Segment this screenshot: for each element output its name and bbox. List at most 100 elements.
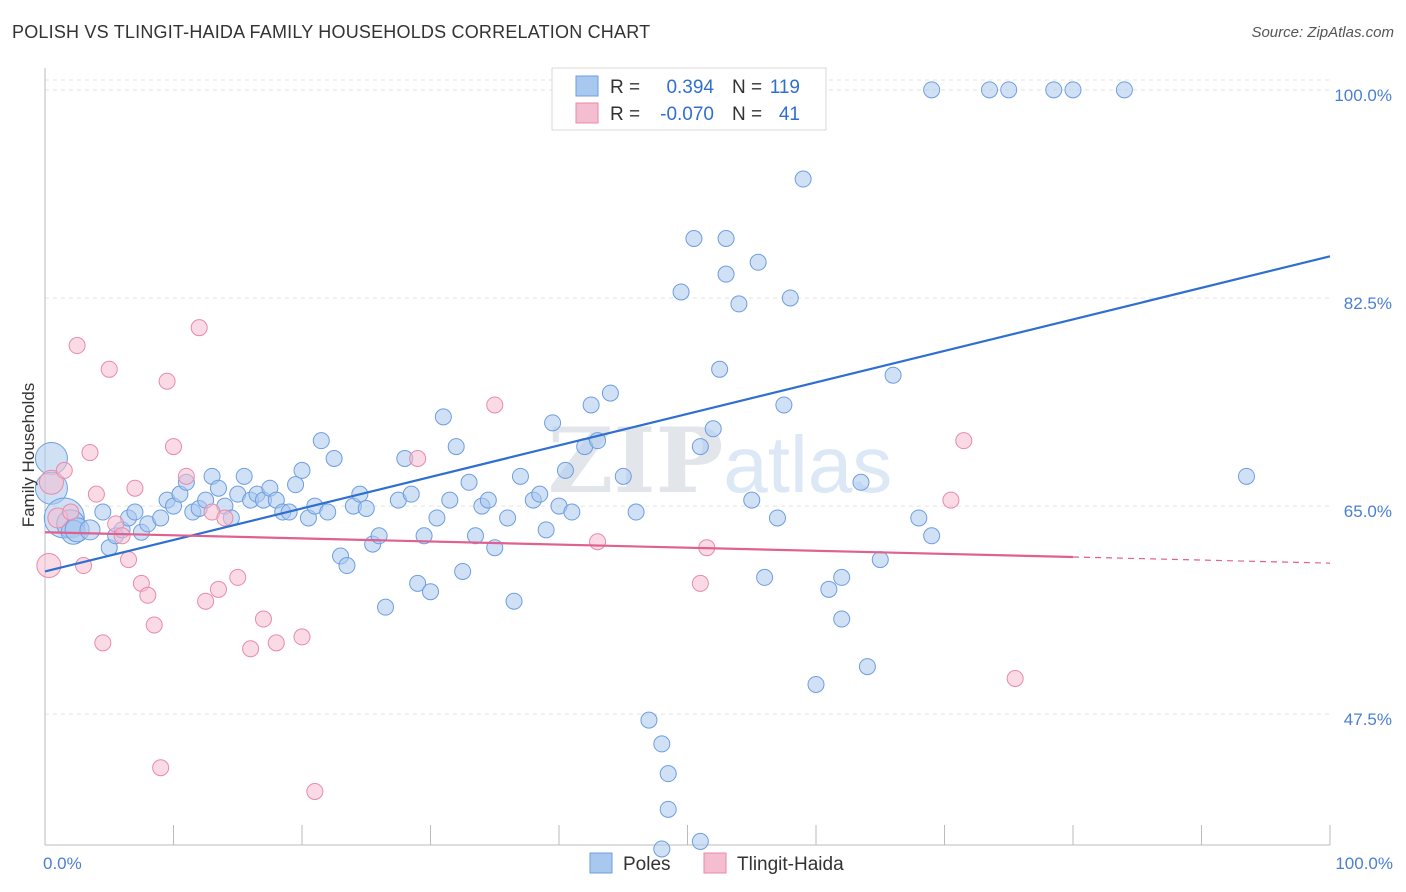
poles-point (209, 479, 227, 497)
poles-point (833, 610, 851, 628)
y-tick-label: 47.5% (1344, 710, 1392, 729)
poles-point (428, 509, 446, 527)
bottom-legend-swatch-tlingit (703, 852, 727, 874)
tlingit-point (409, 450, 427, 467)
poles-point (357, 499, 375, 517)
poles-point (923, 81, 941, 99)
tlingit-point (1006, 670, 1024, 688)
poles-point (79, 519, 101, 541)
poles-point (415, 527, 433, 545)
legend-n-label-tlingit: N = (732, 104, 762, 125)
poles-point (447, 438, 465, 456)
legend-r-value-poles: 0.394 (666, 77, 714, 98)
legend-swatch-tlingit (575, 102, 599, 124)
tlingit-point (68, 337, 86, 355)
tlingit-point (158, 372, 176, 390)
poles-point (743, 491, 761, 509)
poles-point (640, 711, 658, 729)
poles-point (653, 840, 671, 858)
poles-point (717, 265, 735, 283)
poles-point (434, 408, 452, 426)
poles-point (627, 503, 645, 521)
tlingit-point (113, 527, 131, 545)
trend-line-dashed-1 (1072, 556, 1331, 564)
poles-point (235, 467, 253, 485)
legend-r-label-poles: R = (610, 77, 640, 98)
poles-point (152, 509, 170, 527)
poles-point (325, 450, 343, 467)
tlingit-point (254, 610, 272, 628)
trend-line-1 (44, 531, 1074, 559)
poles-point (730, 295, 748, 313)
poles-point (126, 503, 144, 521)
poles-point (794, 170, 812, 188)
poles-point (544, 414, 562, 432)
poles-point (537, 521, 555, 539)
poles-point (1064, 81, 1082, 99)
tlingit-point (293, 628, 311, 646)
tlingit-point (691, 574, 709, 592)
tlingit-point (145, 616, 163, 634)
bottom-legend-poles: Poles (623, 854, 671, 875)
poles-point (441, 491, 459, 509)
series-tlingit-haida (36, 319, 1024, 800)
legend-r-label-tlingit: R = (610, 104, 640, 125)
poles-point (402, 485, 420, 503)
poles-point (563, 503, 581, 521)
poles-point (466, 527, 484, 545)
tlingit-point (216, 509, 234, 527)
poles-point (422, 583, 439, 601)
poles-point (293, 461, 311, 479)
y-tick-label: 100.0% (1334, 86, 1392, 105)
tlingit-point (942, 491, 960, 509)
poles-point (691, 832, 709, 850)
tlingit-point (229, 568, 247, 586)
tlingit-point (94, 634, 112, 652)
tlingit-point (306, 782, 324, 800)
watermark-zip: ZIP (548, 408, 723, 514)
legend-n-value-tlingit: 41 (779, 104, 800, 125)
tlingit-point (100, 360, 118, 378)
legend-n-value-poles: 119 (770, 77, 800, 98)
poles-point (94, 503, 112, 521)
poles-point (820, 580, 838, 598)
tick-labels: 47.5% 65.0% 82.5% 100.0% 0.0% 100.0% (43, 86, 1393, 873)
source-label: Source: ZipAtlas.com (1251, 24, 1394, 41)
y-tick-label: 82.5% (1344, 294, 1392, 313)
tlingit-point (55, 461, 73, 479)
poles-point (807, 675, 825, 693)
tlingit-point (955, 432, 973, 450)
poles-point (531, 485, 549, 503)
poles-point (717, 229, 735, 247)
chart-title: POLISH VS TLINGIT-HAIDA FAMILY HOUSEHOLD… (12, 22, 651, 42)
y-axis-title: Family Households (19, 383, 38, 528)
poles-point (775, 396, 793, 414)
poles-point (1237, 467, 1255, 485)
poles-point (691, 438, 709, 456)
poles-point (287, 476, 305, 494)
poles-point (460, 473, 478, 491)
tlingit-point (486, 396, 504, 414)
y-tick-label: 65.0% (1344, 502, 1392, 521)
poles-point (582, 396, 600, 414)
legend-r-value-tlingit: -0.070 (660, 104, 714, 125)
poles-point (756, 568, 774, 586)
poles-point (768, 509, 786, 527)
bottom-legend-tlingit: Tlingit-Haida (737, 854, 844, 875)
poles-point (704, 420, 722, 438)
tlingit-point (589, 533, 607, 551)
poles-point (338, 557, 356, 575)
x-tick-label-min: 0.0% (43, 854, 82, 873)
poles-point (409, 574, 427, 592)
poles-point (601, 384, 619, 402)
tlingit-point (126, 479, 144, 497)
poles-point (672, 283, 690, 301)
poles-point (505, 592, 523, 610)
poles-point (479, 491, 497, 509)
tlingit-point (120, 551, 138, 569)
poles-point (852, 473, 870, 491)
poles-point (871, 551, 889, 569)
poles-point (312, 432, 330, 450)
poles-point (377, 598, 395, 616)
